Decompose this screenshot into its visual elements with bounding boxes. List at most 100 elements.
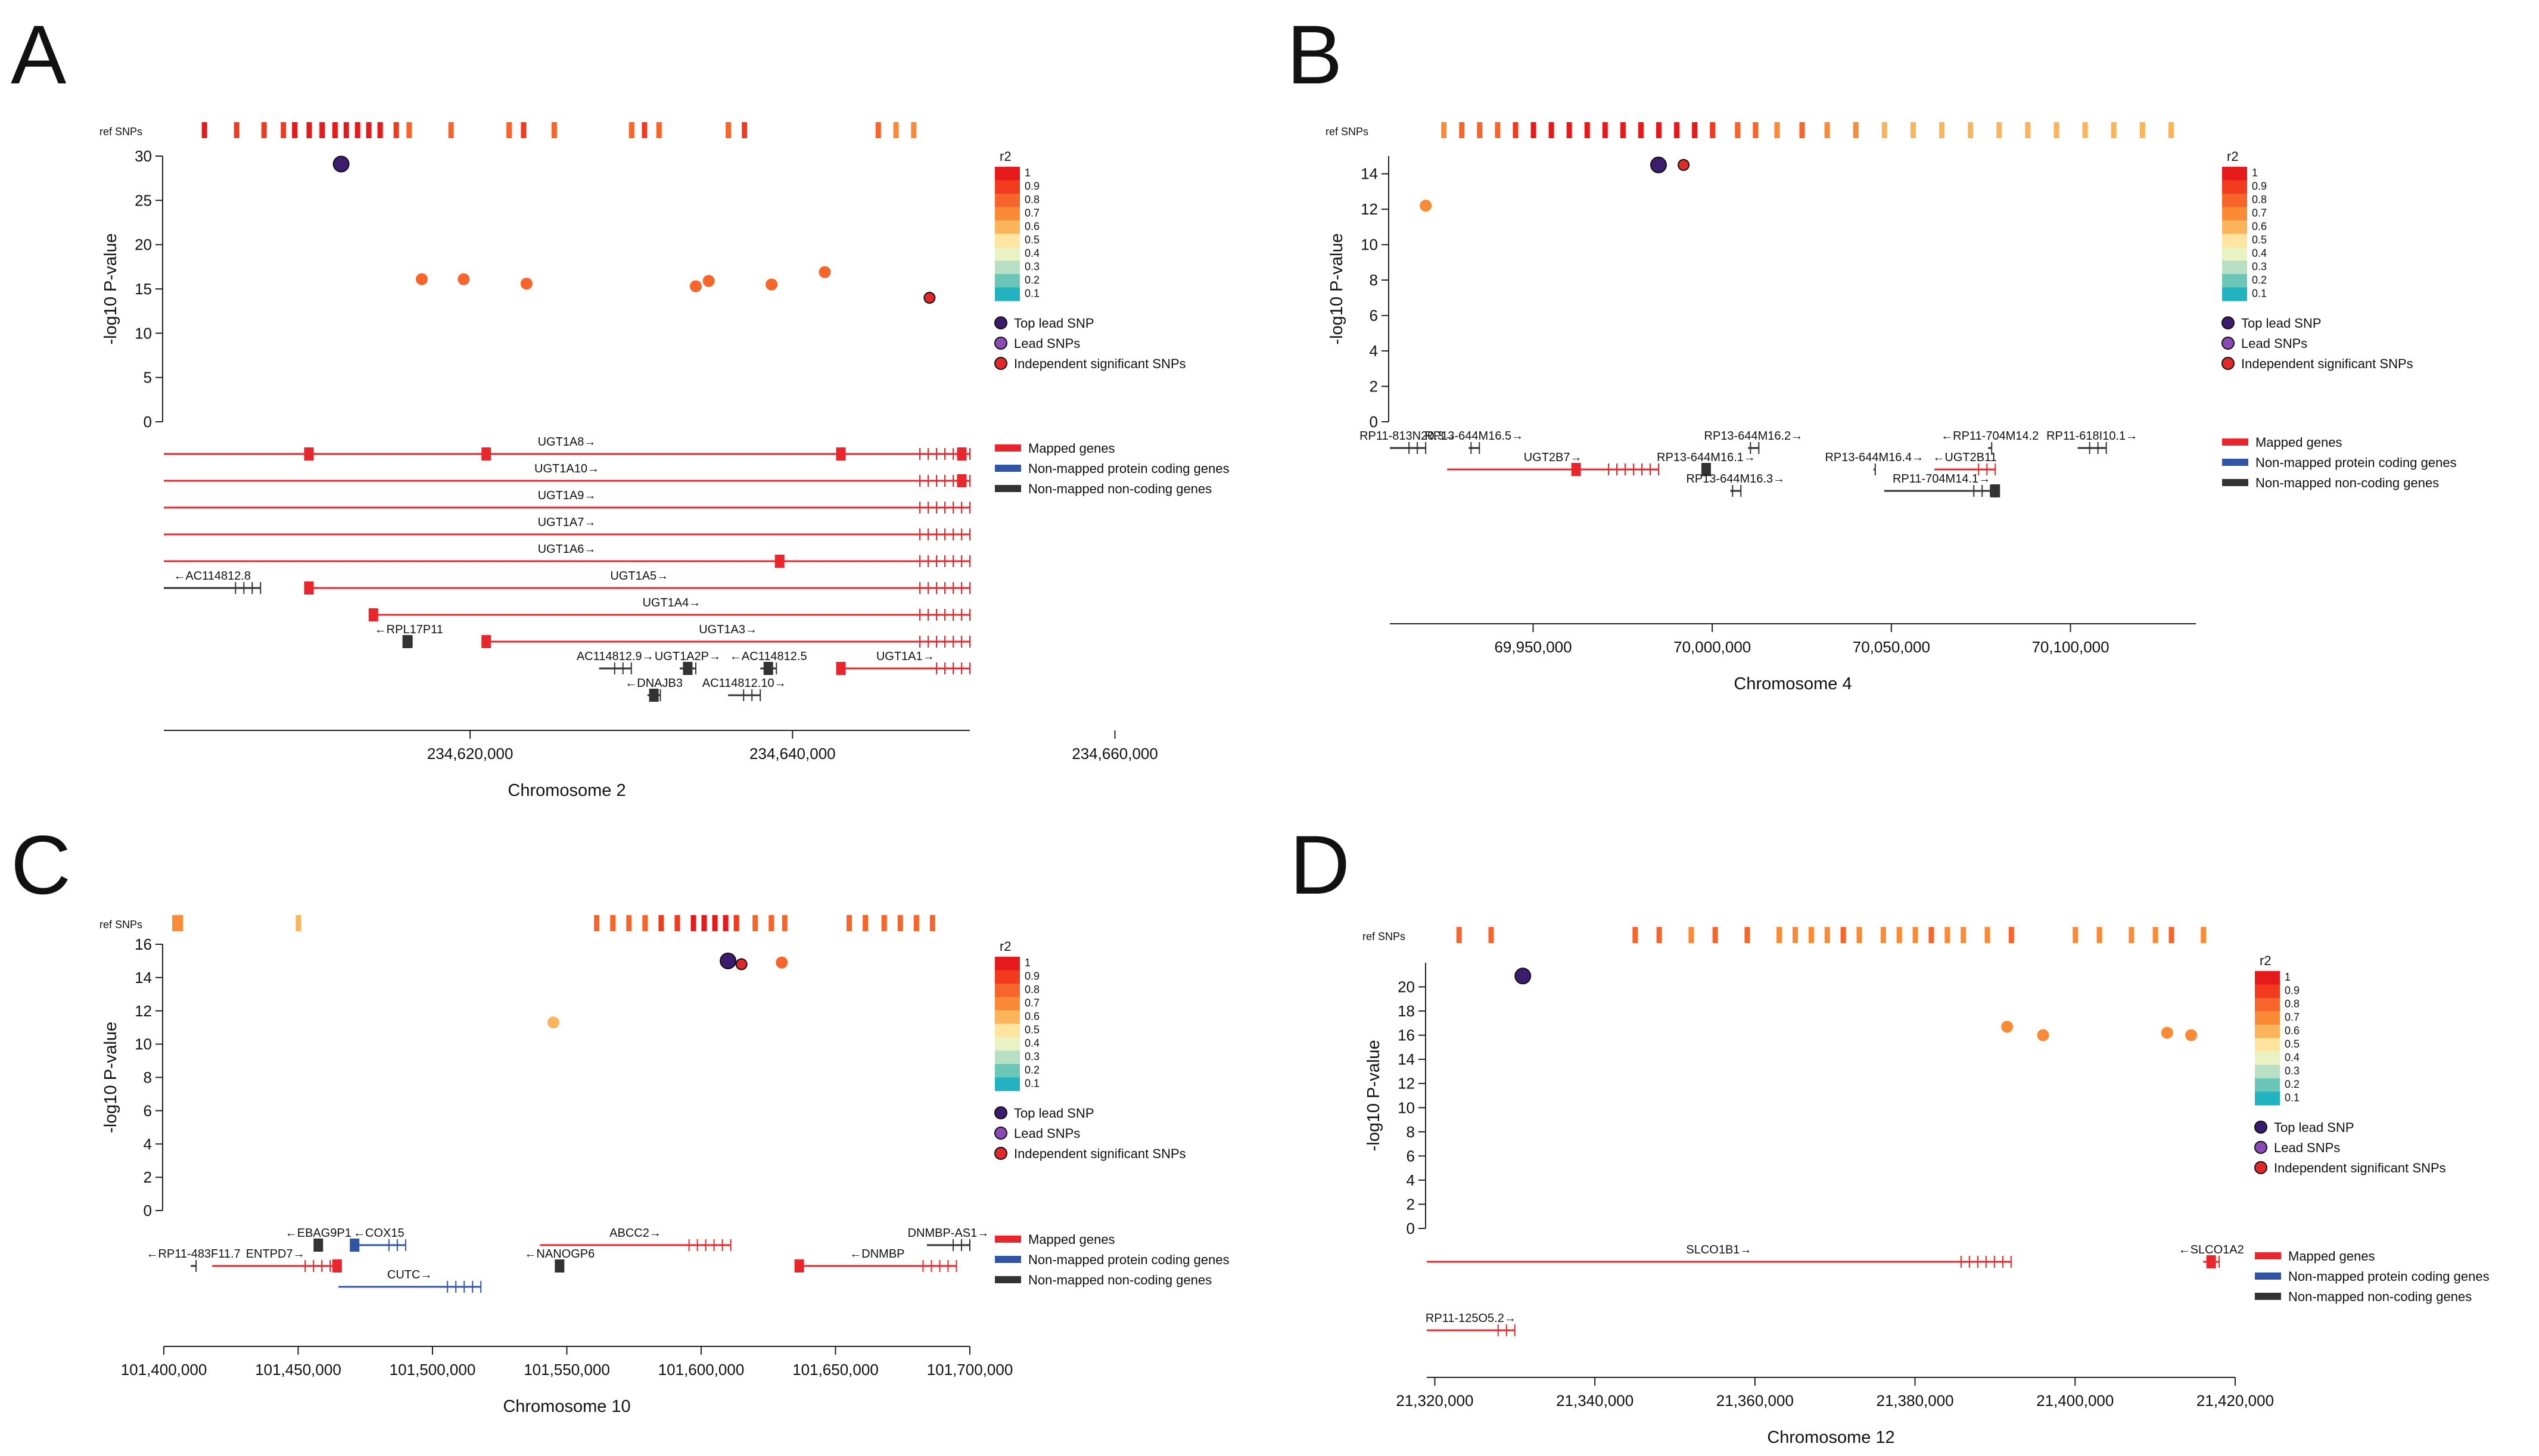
ref-snp-bar [1824,927,1830,943]
r2-color-swatch [995,207,1020,221]
ref-snp-bar [521,122,527,138]
ref-snp-bar [2152,927,2158,943]
r2-tick-label: 1 [1025,167,1031,179]
ref-snp-bar [354,122,360,138]
snp-legend-marker [994,1106,1007,1119]
gene-label: RP13-644M16.2→ [1704,430,1803,443]
exon-block [555,1259,565,1273]
exon-block [683,662,693,675]
ref-snp-bar [1712,927,1718,943]
snp-point [520,278,533,290]
ref-snp-bar [847,915,852,931]
y-tick-label: 0 [144,413,152,431]
panel-letter: A [11,8,67,101]
ref-snp-bar [172,915,178,931]
r2-tick-label: 0.1 [1025,1078,1040,1090]
r2-tick-label: 0.7 [1025,207,1040,219]
snp-legend-marker [2254,1161,2267,1174]
ref-snp-bar [1584,122,1590,138]
exon-block [350,1239,360,1252]
panel-letter: C [11,818,71,911]
gene-legend-swatch [995,1276,1021,1283]
y-tick-label: 4 [144,1135,152,1153]
ref-snp-bar [897,915,903,931]
gene-label: UGT1A7→ [538,516,596,529]
x-tick-label: 101,550,000 [524,1361,610,1379]
ref-snp-bar [2053,122,2059,138]
y-tick-label: 8 [144,1069,152,1087]
ref-snp-bar [726,122,732,138]
gene-legend-swatch [995,1236,1021,1243]
ref-snp-bar [1880,927,1886,943]
ref-snp-bar [610,915,616,931]
ref-snp-bar [1776,927,1782,943]
snp-point [458,273,470,285]
ref-snp-bar [366,122,372,138]
x-tick-label: 101,400,000 [121,1361,207,1379]
ref-snp-bar [1856,927,1862,943]
r2-color-swatch [2222,207,2247,221]
gene-label: ←RPL17P11 [375,623,443,636]
ref-snp-bar [723,915,729,931]
r2-tick-label: 0.5 [1025,1024,1040,1036]
r2-color-swatch [995,1077,1020,1091]
r2-tick-label: 0.5 [2252,234,2267,246]
r2-tick-label: 0.4 [2285,1051,2300,1063]
ref-snp-bar [626,915,632,931]
ref-snp-bar [1808,927,1814,943]
r2-color-swatch [2222,247,2247,261]
ref-snp-bar [406,122,412,138]
ref-snp-bar [1824,122,1830,138]
ref-snp-bar [2082,122,2088,138]
x-tick-label: 21,420,000 [2196,1392,2274,1410]
independent-snp-point [923,291,936,304]
ref-snp-bar [1912,927,1918,943]
gene-label: UGT1A2P→ [655,650,721,663]
r2-color-swatch [2222,234,2247,248]
snp-point [547,1016,559,1029]
x-tick-label: 21,380,000 [1877,1392,1954,1410]
r2-color-swatch [2255,1065,2280,1079]
y-tick-label: 2 [1407,1195,1415,1213]
ref-snp-bar [1674,122,1680,138]
r2-color-swatch [995,984,1020,997]
y-tick-label: 0 [1370,413,1378,431]
snp-legend-label: Top lead SNP [1014,316,1094,331]
ref-snp-bar [642,122,648,138]
exon-block [1701,463,1711,476]
ref-snp-bar [1530,122,1536,138]
r2-color-swatch [995,274,1020,288]
snp-point [2001,1021,2014,1033]
exon-block [1990,484,2000,497]
ref-snp-bar [178,915,183,931]
r2-tick-label: 0.8 [2285,998,2300,1010]
r2-color-swatch [2222,274,2247,288]
snp-legend-marker [994,316,1007,329]
x-tick-label: 234,620,000 [427,745,514,763]
ref-snp-bar [1774,122,1780,138]
exon-block [368,608,378,621]
ref-snp-bar [506,122,512,138]
gene-label: UGT1A8→ [538,435,596,449]
y-tick-label: 10 [135,324,152,342]
gene-legend-label: Non-mapped protein coding genes [1028,1252,1230,1267]
snp-legend-marker [2254,1121,2267,1134]
gene-label: UGT1A4→ [642,596,701,609]
gene-legend-swatch [995,1256,1021,1263]
x-tick-label: 234,640,000 [749,745,836,763]
r2-tick-label: 0.2 [1025,274,1040,286]
exon-block [836,662,846,675]
independent-snp-point [735,958,748,970]
x-tick-label: 69,950,000 [1494,638,1572,656]
r2-tick-label: 0.8 [2252,194,2267,206]
snp-legend-marker [994,337,1007,350]
y-tick-label: 12 [135,1002,152,1020]
gene-label: RP13-644M16.4→ [1825,451,1924,464]
y-tick-label: 20 [1398,978,1415,996]
r2-tick-label: 0.4 [2252,247,2267,259]
exon-block [313,1239,323,1252]
exon-block [957,447,967,461]
ref-snp-bar [1996,122,2002,138]
x-tick-label: 101,650,000 [792,1361,879,1379]
